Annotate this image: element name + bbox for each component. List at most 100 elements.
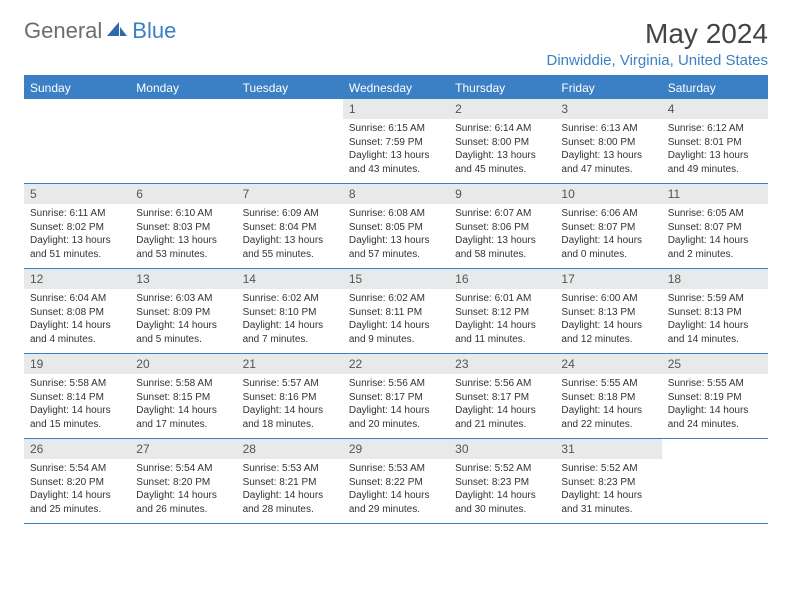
sunset-text: Sunset: 8:17 PM [455,391,549,405]
day-cell: 8Sunrise: 6:08 AMSunset: 8:05 PMDaylight… [343,184,449,268]
day-number: 26 [24,439,130,459]
calendar: Sunday Monday Tuesday Wednesday Thursday… [24,75,768,524]
logo-text-blue: Blue [132,18,176,44]
daylight-text: Daylight: 13 hours and 45 minutes. [455,149,549,176]
day-cell: 31Sunrise: 5:52 AMSunset: 8:23 PMDayligh… [555,439,661,523]
sunrise-text: Sunrise: 5:59 AM [668,292,762,306]
day-body: Sunrise: 5:55 AMSunset: 8:18 PMDaylight:… [555,374,661,437]
day-number: 21 [237,354,343,374]
day-body: Sunrise: 6:11 AMSunset: 8:02 PMDaylight:… [24,204,130,267]
day-cell: 3Sunrise: 6:13 AMSunset: 8:00 PMDaylight… [555,99,661,183]
daylight-text: Daylight: 13 hours and 43 minutes. [349,149,443,176]
day-number: 24 [555,354,661,374]
calendar-week: 26 Sunrise: 5:54 AM Sunset: 8:20 PM Dayligh… [24,439,768,524]
sunrise-text: Sunrise: 5:54 AM [30,462,124,476]
day-body: Sunrise: 6:02 AMSunset: 8:11 PMDaylight:… [343,289,449,352]
day-body: Sunrise: 6:02 AMSunset: 8:10 PMDaylight:… [237,289,343,352]
day-number: 3 [555,99,661,119]
daylight-text: Daylight: 14 hours and 12 minutes. [561,319,655,346]
calendar-week: 19Sunrise: 5:58 AMSunset: 8:14 PMDayligh… [24,354,768,439]
sunset-text: Sunset: 8:14 PM [30,391,124,405]
sunset-text: Sunset: 8:16 PM [243,391,337,405]
sunrise-text: Sunrise: 5:55 AM [668,377,762,391]
sunrise-text: Sunrise: 6:09 AM [243,207,337,221]
day-cell: 20Sunrise: 5:58 AMSunset: 8:15 PMDayligh… [130,354,236,438]
month-title: May 2024 [546,18,768,50]
weekday-header: Saturday [662,77,768,99]
day-cell: 5Sunrise: 6:11 AMSunset: 8:02 PMDaylight… [24,184,130,268]
day-number: 5 [24,184,130,204]
sunset-text: Sunset: 8:20 PM [136,476,230,490]
sunset-text: Sunset: 8:13 PM [561,306,655,320]
day-number: 27 [130,439,236,459]
title-block: May 2024 Dinwiddie, Virginia, United Sta… [546,18,768,69]
day-cell: 11Sunrise: 6:05 AMSunset: 8:07 PMDayligh… [662,184,768,268]
sunset-text: Sunset: 8:04 PM [243,221,337,235]
day-body: Sunrise: 6:06 AMSunset: 8:07 PMDaylight:… [555,204,661,267]
day-body: Sunrise: 6:09 AMSunset: 8:04 PMDaylight:… [237,204,343,267]
sunrise-text: Sunrise: 6:02 AM [349,292,443,306]
day-body: Sunrise: 5:57 AMSunset: 8:16 PMDaylight:… [237,374,343,437]
sunset-text: Sunset: 8:10 PM [243,306,337,320]
daylight-text: Daylight: 13 hours and 53 minutes. [136,234,230,261]
sunset-text: Sunset: 8:07 PM [561,221,655,235]
daylight-text: Daylight: 13 hours and 51 minutes. [30,234,124,261]
daylight-text: Daylight: 13 hours and 55 minutes. [243,234,337,261]
day-cell [24,99,130,183]
day-number: 19 [24,354,130,374]
daylight-text: Daylight: 13 hours and 58 minutes. [455,234,549,261]
day-number: 13 [130,269,236,289]
day-number: 12 [24,269,130,289]
header: General Blue May 2024 Dinwiddie, Virgini… [24,18,768,69]
sunrise-text: Sunrise: 5:55 AM [561,377,655,391]
weekday-header: Friday [555,77,661,99]
day-cell: 24Sunrise: 5:55 AMSunset: 8:18 PMDayligh… [555,354,661,438]
day-body: Sunrise: 6:12 AMSunset: 8:01 PMDaylight:… [662,119,768,182]
logo-sail-icon [106,20,128,43]
day-body: Sunrise: 6:10 AMSunset: 8:03 PMDaylight:… [130,204,236,267]
day-body: Sunrise: 6:03 AMSunset: 8:09 PMDaylight:… [130,289,236,352]
day-cell: 28Sunrise: 5:53 AMSunset: 8:21 PMDayligh… [237,439,343,523]
sunrise-text: Sunrise: 6:10 AM [136,207,230,221]
day-body: Sunrise: 5:56 AMSunset: 8:17 PMDaylight:… [449,374,555,437]
daylight-text: Daylight: 14 hours and 0 minutes. [561,234,655,261]
day-cell: 4Sunrise: 6:12 AMSunset: 8:01 PMDaylight… [662,99,768,183]
day-cell: 14Sunrise: 6:02 AMSunset: 8:10 PMDayligh… [237,269,343,353]
day-number: 11 [662,184,768,204]
sunrise-text: Sunrise: 6:14 AM [455,122,549,136]
day-cell: 25Sunrise: 5:55 AMSunset: 8:19 PMDayligh… [662,354,768,438]
sunset-text: Sunset: 8:17 PM [349,391,443,405]
sunset-text: Sunset: 8:23 PM [561,476,655,490]
daylight-text: Daylight: 14 hours and 20 minutes. [349,404,443,431]
sunrise-text: Sunrise: 5:52 AM [455,462,549,476]
day-number: 25 [662,354,768,374]
day-body: Sunrise: 6:01 AMSunset: 8:12 PMDaylight:… [449,289,555,352]
daylight-text: Daylight: 14 hours and 28 minutes. [243,489,337,516]
weekday-header: Sunday [24,77,130,99]
sunset-text: Sunset: 8:06 PM [455,221,549,235]
daylight-text: Daylight: 14 hours and 11 minutes. [455,319,549,346]
sunrise-text: Sunrise: 5:52 AM [561,462,655,476]
sunset-text: Sunset: 8:13 PM [668,306,762,320]
daylight-text: Daylight: 14 hours and 9 minutes. [349,319,443,346]
daylight-text: Daylight: 14 hours and 15 minutes. [30,404,124,431]
day-number [662,439,768,445]
sunset-text: Sunset: 8:07 PM [668,221,762,235]
day-number: 2 [449,99,555,119]
weekday-header: Monday [130,77,236,99]
daylight-text: Daylight: 14 hours and 24 minutes. [668,404,762,431]
day-body: Sunrise: 6:14 AMSunset: 8:00 PMDaylight:… [449,119,555,182]
day-number: 29 [343,439,449,459]
sunset-text: Sunset: 7:59 PM [349,136,443,150]
day-number [24,99,130,105]
sunrise-text: Sunrise: 6:06 AM [561,207,655,221]
day-body: Sunrise: 6:05 AMSunset: 8:07 PMDaylight:… [662,204,768,267]
day-number: 31 [555,439,661,459]
sunrise-text: Sunrise: 6:11 AM [30,207,124,221]
calendar-week: 1Sunrise: 6:15 AMSunset: 7:59 PMDaylight… [24,99,768,184]
day-cell: 18Sunrise: 5:59 AMSunset: 8:13 PMDayligh… [662,269,768,353]
logo: General Blue [24,18,176,44]
day-cell: 10Sunrise: 6:06 AMSunset: 8:07 PMDayligh… [555,184,661,268]
day-cell: 6Sunrise: 6:10 AMSunset: 8:03 PMDaylight… [130,184,236,268]
sunset-text: Sunset: 8:09 PM [136,306,230,320]
